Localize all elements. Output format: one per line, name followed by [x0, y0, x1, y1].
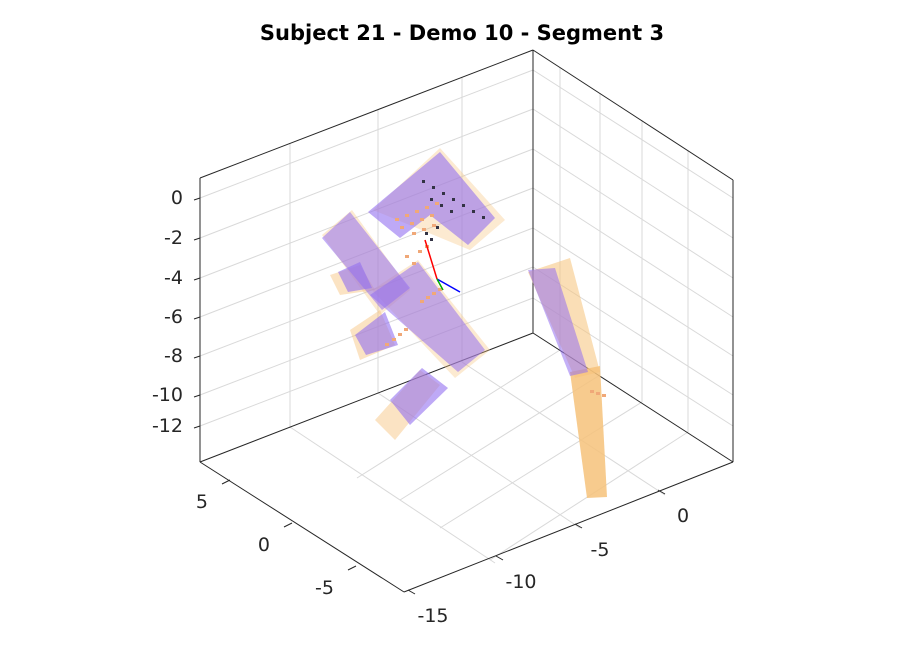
- marker-dot: [412, 232, 416, 235]
- tick-labels: 0 -2 -4 -6 -8 -10 -12 5 0 -5 -15 -10 -5 0: [152, 187, 689, 627]
- marker-dot: [422, 228, 426, 231]
- y-tick-mark: [283, 522, 293, 528]
- marker-dot-dark: [462, 204, 465, 207]
- axis-edge: [199, 49, 534, 179]
- z-tick-label: -8: [164, 345, 183, 367]
- marker-dot-dark: [422, 180, 425, 183]
- axis-edge: [403, 461, 734, 593]
- marker-dot: [420, 218, 424, 221]
- thumb-purple: [528, 268, 588, 376]
- marker-dot: [430, 214, 434, 217]
- x-tick-mark: [657, 489, 666, 495]
- marker-dot: [432, 224, 436, 227]
- grid-line: [399, 374, 601, 501]
- marker-dot: [425, 206, 429, 209]
- grid-line: [532, 227, 734, 357]
- marker-dot: [596, 392, 600, 395]
- thumb-lower-orange: [570, 366, 607, 498]
- marker-dot: [398, 333, 402, 336]
- marker-dot-dark: [442, 192, 445, 195]
- grid-line: [199, 297, 534, 427]
- marker-dot-dark: [440, 204, 443, 207]
- grid-line: [532, 108, 734, 239]
- frame-axis-z: [436, 278, 444, 291]
- marker-dot: [426, 296, 430, 299]
- grid-line: [199, 227, 534, 357]
- x-tick-label: -10: [505, 571, 536, 593]
- marker-dot: [405, 255, 409, 258]
- marker-dot: [404, 328, 408, 331]
- z-tick-mark: [193, 277, 201, 281]
- marker-dot-dark: [425, 232, 428, 235]
- z-tick-label: -4: [164, 267, 183, 289]
- y-tick-mark: [347, 565, 357, 571]
- marker-dot: [412, 262, 416, 265]
- y-tick-mark: [221, 479, 231, 485]
- axis-edge: [532, 49, 734, 181]
- marker-dot: [435, 202, 439, 205]
- grid-line: [356, 349, 561, 479]
- marker-dot: [392, 338, 396, 341]
- z-tick-label: -12: [152, 415, 183, 437]
- frame-axis-y: [436, 278, 461, 293]
- hand-model: [322, 148, 607, 498]
- marker-dot: [420, 300, 424, 303]
- chart-title: Subject 21 - Demo 10 - Segment 3: [260, 21, 664, 45]
- marker-dot: [405, 214, 409, 217]
- x-tick-mark: [407, 589, 416, 595]
- z-tick-label: -2: [164, 227, 183, 249]
- z-tick-mark: [193, 394, 201, 398]
- z-tick-mark: [193, 237, 201, 241]
- grid-line: [199, 148, 534, 279]
- z-tick-mark: [193, 316, 201, 320]
- marker-dot-dark: [430, 198, 433, 201]
- marker-dot: [602, 394, 606, 397]
- grid-line: [532, 187, 734, 318]
- marker-dot-dark: [482, 216, 485, 219]
- marker-dot: [385, 343, 389, 346]
- marker-dot: [432, 292, 436, 295]
- axis-edge: [199, 461, 405, 593]
- marker-dot: [590, 390, 594, 393]
- frame-axis-x: [424, 239, 438, 280]
- z-tick-mark: [193, 355, 201, 359]
- marker-dot-dark: [472, 210, 475, 213]
- grid-line: [199, 108, 534, 239]
- z-tick-mark: [193, 197, 201, 201]
- marker-dot: [410, 222, 414, 225]
- marker-dot-dark: [450, 210, 453, 213]
- z-tick-label: 0: [171, 187, 183, 209]
- marker-dot-dark: [436, 226, 439, 229]
- finger1-tip-purple: [338, 262, 372, 292]
- grid-line: [532, 148, 734, 279]
- marker-dot-dark: [452, 198, 455, 201]
- grid-line: [289, 426, 496, 564]
- y-tick-label: -5: [315, 577, 334, 599]
- marker-dot: [400, 226, 404, 229]
- marker-dot: [395, 218, 399, 221]
- x-tick-mark: [574, 523, 583, 529]
- marker-dot: [415, 210, 419, 213]
- x-tick-label: -5: [591, 539, 610, 561]
- y-tick-label: 0: [258, 534, 270, 556]
- y-tick-label: 5: [196, 491, 208, 513]
- grid-line: [532, 69, 734, 199]
- x-tick-mark: [495, 555, 504, 561]
- x-tick-label: -15: [417, 605, 448, 627]
- z-tick-label: -6: [164, 306, 183, 328]
- marker-dot: [438, 288, 442, 291]
- marker-dot-dark: [432, 186, 435, 189]
- x-tick-label: 0: [677, 505, 689, 527]
- finger3-purple: [390, 368, 448, 425]
- marker-dot: [418, 250, 422, 253]
- grid-line: [199, 69, 534, 199]
- marker-dot-dark: [430, 238, 433, 241]
- z-tick-label: -10: [152, 384, 183, 406]
- z-tick-mark: [193, 425, 201, 429]
- finger2-purple: [370, 262, 485, 372]
- grid-line: [439, 401, 643, 529]
- grid-line: [461, 361, 666, 496]
